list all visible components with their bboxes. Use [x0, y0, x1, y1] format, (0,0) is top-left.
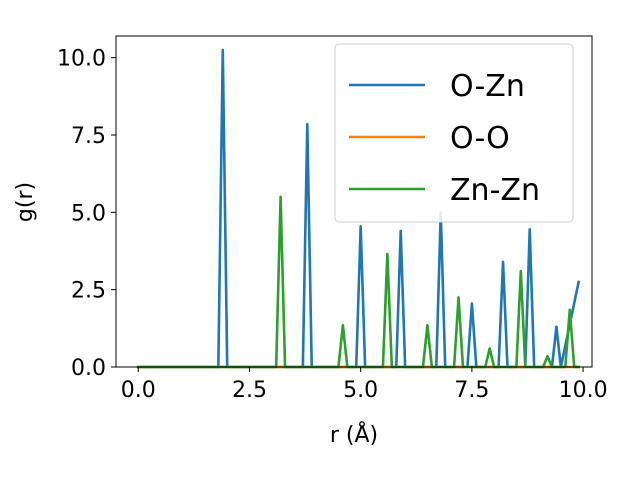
y-tick-label: 7.5	[71, 124, 106, 149]
x-tick-label: 0.0	[121, 378, 156, 403]
legend: O-Zn O-O Zn-Zn	[334, 43, 574, 223]
x-tick-label: 5.0	[343, 378, 378, 403]
x-ticks: 0.0 2.5 5.0 7.5 10.0	[121, 367, 608, 403]
y-tick-label: 0.0	[71, 356, 106, 381]
x-tick-label: 2.5	[232, 378, 267, 403]
axes-frame	[115, 35, 593, 368]
axes-spines	[115, 35, 593, 368]
x-tick-label: 7.5	[454, 378, 489, 403]
legend-label-o-o: O-O	[450, 121, 510, 156]
legend-label-o-zn: O-Zn	[450, 69, 525, 104]
legend-box	[334, 43, 574, 223]
y-tick-label: 5.0	[71, 201, 106, 226]
x-tick-label: 10.0	[559, 378, 608, 403]
y-ticks: 0.0 2.5 5.0 7.5 10.0	[57, 47, 116, 381]
x-axis-label: r (Å)	[330, 421, 378, 448]
y-axis-label: g(r)	[13, 182, 38, 222]
y-tick-label: 2.5	[71, 279, 106, 304]
y-tick-label: 10.0	[57, 47, 106, 72]
series-line-zn-zn	[136, 195, 580, 369]
legend-label-zn-zn: Zn-Zn	[450, 173, 540, 208]
